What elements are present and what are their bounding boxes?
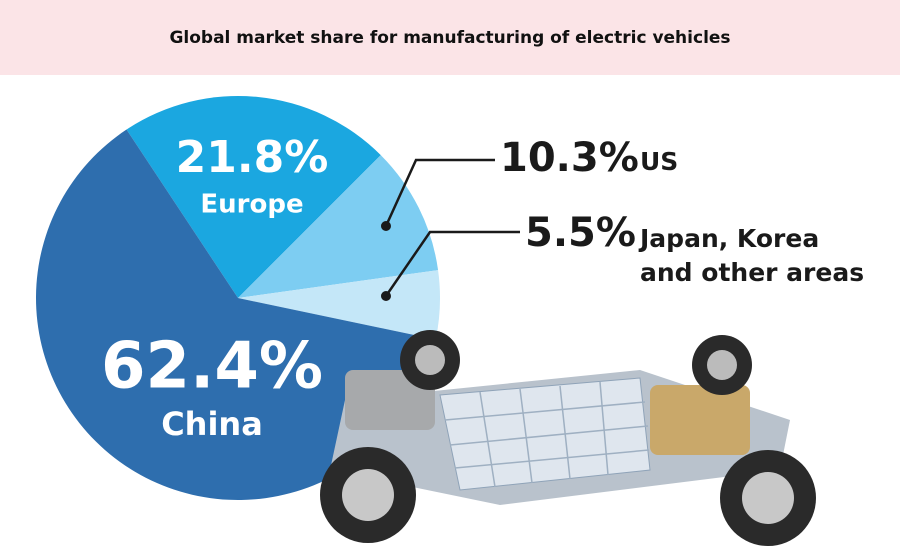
callout-line: [384, 158, 495, 227]
pie-slice: [35, 129, 436, 501]
pie-slice: [238, 270, 440, 340]
value-label: 62.4%: [101, 330, 323, 404]
value-label: 10.3%: [500, 135, 639, 181]
value-label: 21.8%: [176, 132, 329, 183]
front-motor: [345, 370, 435, 430]
pie-slice: [238, 155, 439, 298]
battery: [439, 377, 651, 491]
battery-cells: [444, 381, 650, 488]
chart-title: Global market share for manufacturing of…: [0, 0, 900, 75]
chassis: [330, 370, 790, 505]
rear-motor: [650, 385, 750, 455]
category-label: US: [640, 147, 679, 176]
callout-line: [384, 230, 520, 297]
category-label: China: [161, 405, 263, 443]
wheels: [320, 330, 816, 546]
category-label: Europe: [200, 190, 303, 220]
pie-slice: [126, 95, 381, 298]
category-label: Japan, Korea and other areas: [640, 224, 865, 287]
value-label: 5.5%: [525, 210, 636, 256]
